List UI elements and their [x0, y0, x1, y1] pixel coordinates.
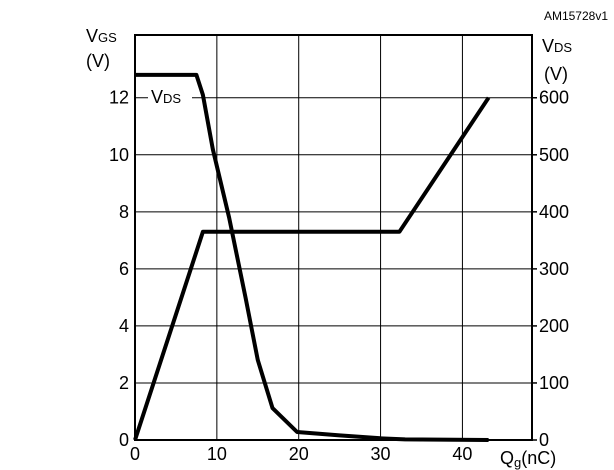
series-label-background [148, 84, 192, 108]
grid [135, 35, 532, 440]
x-axis-ticks: 0 10 20 30 40 [130, 444, 472, 464]
right-tick-label: 400 [539, 202, 569, 222]
left-tick-label: 6 [119, 259, 129, 279]
right-axis-label: VDS [542, 36, 572, 56]
x-tick-label: 20 [289, 444, 309, 464]
right-axis-ticks: 0 100 200 300 400 500 600 [532, 88, 569, 450]
series-vgs-line [133, 96, 491, 441]
left-axis-unit: (V) [86, 51, 110, 71]
left-tick-label: 12 [109, 88, 129, 108]
x-tick-label: 30 [371, 444, 391, 464]
left-tick-label: 10 [109, 145, 129, 165]
left-tick-label: 2 [119, 373, 129, 393]
series-vds-line [135, 72, 489, 442]
series-label-vds: VDS [151, 87, 181, 107]
left-tick-label: 8 [119, 202, 129, 222]
series-lines [133, 72, 491, 442]
x-tick-label: 40 [452, 444, 472, 464]
plot-frame [134, 34, 533, 441]
right-tick-label: 0 [539, 430, 549, 450]
x-tick-label: 0 [130, 444, 140, 464]
right-tick-label: 100 [539, 373, 569, 393]
right-tick-label: 500 [539, 145, 569, 165]
left-axis-label: VGS [86, 26, 117, 46]
right-tick-label: 200 [539, 316, 569, 336]
x-tick-label: 10 [207, 444, 227, 464]
x-axis-label: Qg(nC) [500, 448, 556, 470]
left-tick-label: 4 [119, 316, 129, 336]
right-tick-label: 600 [539, 88, 569, 108]
right-tick-label: 300 [539, 259, 569, 279]
left-axis-ticks: 0 2 4 6 8 10 12 [109, 88, 129, 450]
right-axis-unit: (V) [544, 64, 568, 84]
left-tick-label: 0 [119, 430, 129, 450]
chart-code: AM15728v1 [544, 9, 608, 23]
